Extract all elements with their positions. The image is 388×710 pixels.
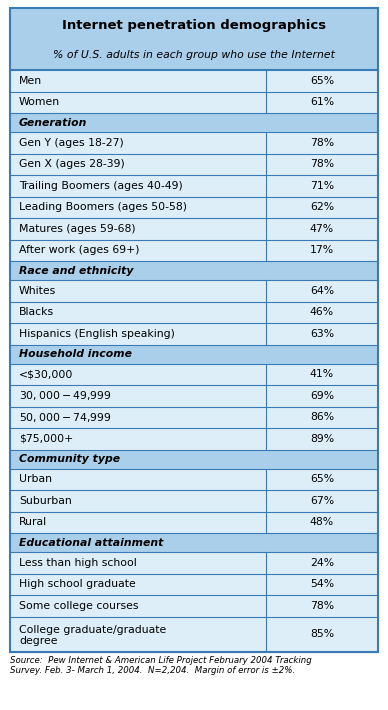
Bar bbox=[10, 280, 378, 302]
Text: $75,000+: $75,000+ bbox=[19, 434, 73, 444]
Text: $30,000-$49,999: $30,000-$49,999 bbox=[19, 389, 112, 403]
Text: 17%: 17% bbox=[310, 245, 334, 256]
Text: 48%: 48% bbox=[310, 518, 334, 528]
Text: 65%: 65% bbox=[310, 474, 334, 484]
Text: College graduate/graduate: College graduate/graduate bbox=[19, 625, 166, 635]
Bar bbox=[10, 323, 378, 344]
Bar bbox=[10, 132, 378, 153]
Bar bbox=[10, 364, 378, 385]
Bar bbox=[10, 616, 378, 652]
Text: Community type: Community type bbox=[19, 454, 120, 464]
Text: 41%: 41% bbox=[310, 369, 334, 379]
Text: 62%: 62% bbox=[310, 202, 334, 212]
Bar bbox=[10, 197, 378, 218]
Text: degree: degree bbox=[19, 635, 57, 645]
Text: 46%: 46% bbox=[310, 307, 334, 317]
Bar bbox=[10, 239, 378, 261]
Text: Source:  Pew Internet & American Life Project February 2004 Tracking
Survey. Feb: Source: Pew Internet & American Life Pro… bbox=[10, 656, 312, 675]
Text: $50,000-$74,999: $50,000-$74,999 bbox=[19, 411, 112, 424]
Bar bbox=[10, 344, 378, 364]
Text: Men: Men bbox=[19, 76, 42, 86]
Bar bbox=[10, 469, 378, 490]
Text: 78%: 78% bbox=[310, 138, 334, 148]
Text: 78%: 78% bbox=[310, 601, 334, 611]
Text: Whites: Whites bbox=[19, 286, 56, 296]
Text: Race and ethnicity: Race and ethnicity bbox=[19, 266, 133, 275]
Text: High school graduate: High school graduate bbox=[19, 579, 136, 589]
Bar bbox=[10, 70, 378, 92]
Text: Blacks: Blacks bbox=[19, 307, 54, 317]
Bar bbox=[10, 218, 378, 239]
Text: 78%: 78% bbox=[310, 159, 334, 169]
Text: 89%: 89% bbox=[310, 434, 334, 444]
Text: 24%: 24% bbox=[310, 558, 334, 568]
Text: 54%: 54% bbox=[310, 579, 334, 589]
Bar bbox=[10, 175, 378, 197]
Text: <$30,000: <$30,000 bbox=[19, 369, 73, 379]
Bar bbox=[10, 113, 378, 132]
Text: After work (ages 69+): After work (ages 69+) bbox=[19, 245, 140, 256]
Bar bbox=[10, 428, 378, 449]
Text: Urban: Urban bbox=[19, 474, 52, 484]
Text: 63%: 63% bbox=[310, 329, 334, 339]
Bar bbox=[10, 92, 378, 113]
Bar bbox=[10, 512, 378, 533]
Text: 71%: 71% bbox=[310, 181, 334, 191]
Text: 67%: 67% bbox=[310, 496, 334, 506]
Text: 47%: 47% bbox=[310, 224, 334, 234]
Bar bbox=[10, 449, 378, 469]
Bar bbox=[10, 261, 378, 280]
Bar bbox=[10, 407, 378, 428]
Text: Matures (ages 59-68): Matures (ages 59-68) bbox=[19, 224, 136, 234]
Text: Leading Boomers (ages 50-58): Leading Boomers (ages 50-58) bbox=[19, 202, 187, 212]
Text: Internet penetration demographics: Internet penetration demographics bbox=[62, 18, 326, 31]
Text: 69%: 69% bbox=[310, 391, 334, 400]
Bar bbox=[10, 153, 378, 175]
Bar bbox=[10, 490, 378, 512]
Text: Suburban: Suburban bbox=[19, 496, 72, 506]
Text: Trailing Boomers (ages 40-49): Trailing Boomers (ages 40-49) bbox=[19, 181, 183, 191]
Text: Household income: Household income bbox=[19, 349, 132, 359]
Text: Less than high school: Less than high school bbox=[19, 558, 137, 568]
Text: Educational attainment: Educational attainment bbox=[19, 537, 163, 547]
Bar bbox=[10, 385, 378, 407]
Bar bbox=[10, 533, 378, 552]
Text: 61%: 61% bbox=[310, 97, 334, 107]
Text: 65%: 65% bbox=[310, 76, 334, 86]
Bar bbox=[10, 8, 378, 70]
Text: 64%: 64% bbox=[310, 286, 334, 296]
Bar bbox=[10, 302, 378, 323]
Text: Hispanics (English speaking): Hispanics (English speaking) bbox=[19, 329, 175, 339]
Text: Generation: Generation bbox=[19, 118, 87, 128]
Text: % of U.S. adults in each group who use the Internet: % of U.S. adults in each group who use t… bbox=[53, 50, 335, 60]
Bar bbox=[10, 574, 378, 595]
Text: Gen X (ages 28-39): Gen X (ages 28-39) bbox=[19, 159, 125, 169]
Text: Rural: Rural bbox=[19, 518, 47, 528]
Text: Women: Women bbox=[19, 97, 60, 107]
Text: 85%: 85% bbox=[310, 629, 334, 639]
Bar bbox=[10, 595, 378, 616]
Bar bbox=[10, 552, 378, 574]
Text: Gen Y (ages 18-27): Gen Y (ages 18-27) bbox=[19, 138, 124, 148]
Text: Some college courses: Some college courses bbox=[19, 601, 139, 611]
Text: 86%: 86% bbox=[310, 413, 334, 422]
